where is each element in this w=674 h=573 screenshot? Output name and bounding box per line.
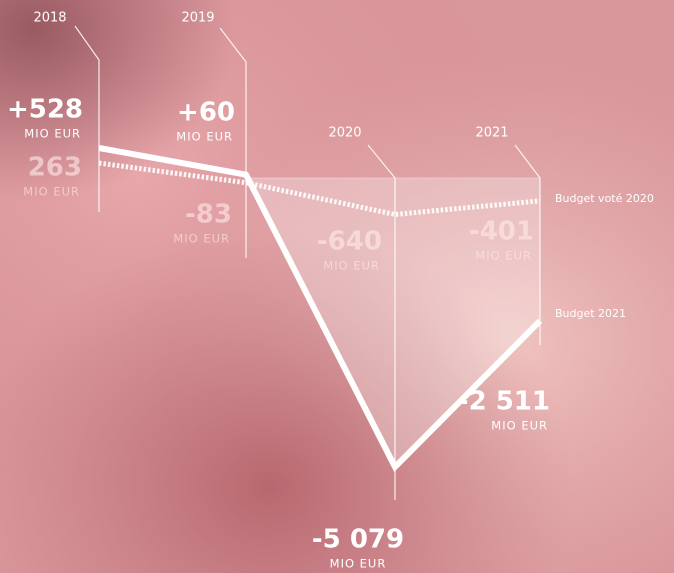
value-label: -83 xyxy=(185,200,232,230)
legend-label: Budget 2021 xyxy=(555,307,626,320)
value-label: 263 xyxy=(28,153,82,183)
unit-label: MIO EUR xyxy=(24,127,81,141)
unit-label: MIO EUR xyxy=(475,249,532,263)
unit-label: MIO EUR xyxy=(330,557,387,571)
chart: 2018 2019 2020 2021 +528 MIO EUR +60 MIO EUR -5 … xyxy=(0,0,674,573)
value-label: -5 079 xyxy=(312,525,404,555)
year-label: 2019 xyxy=(181,11,214,26)
unit-label: MIO EUR xyxy=(323,259,380,273)
value-label: -2 511 xyxy=(458,387,550,417)
year-label: 2021 xyxy=(475,126,508,141)
value-label: +60 xyxy=(177,98,235,128)
unit-label: MIO EUR xyxy=(491,419,548,433)
unit-label: MIO EUR xyxy=(173,232,230,246)
year-label: 2018 xyxy=(33,11,66,26)
value-label: -640 xyxy=(317,227,382,257)
year-label: 2020 xyxy=(328,126,361,141)
value-label: -401 xyxy=(469,217,534,247)
page: {"chart_data": {"type": "line", "categor… xyxy=(0,0,674,573)
unit-label: MIO EUR xyxy=(176,130,233,144)
legend-label: Budget voté 2020 xyxy=(555,192,654,205)
unit-label: MIO EUR xyxy=(23,185,80,199)
value-label: +528 xyxy=(7,95,83,125)
